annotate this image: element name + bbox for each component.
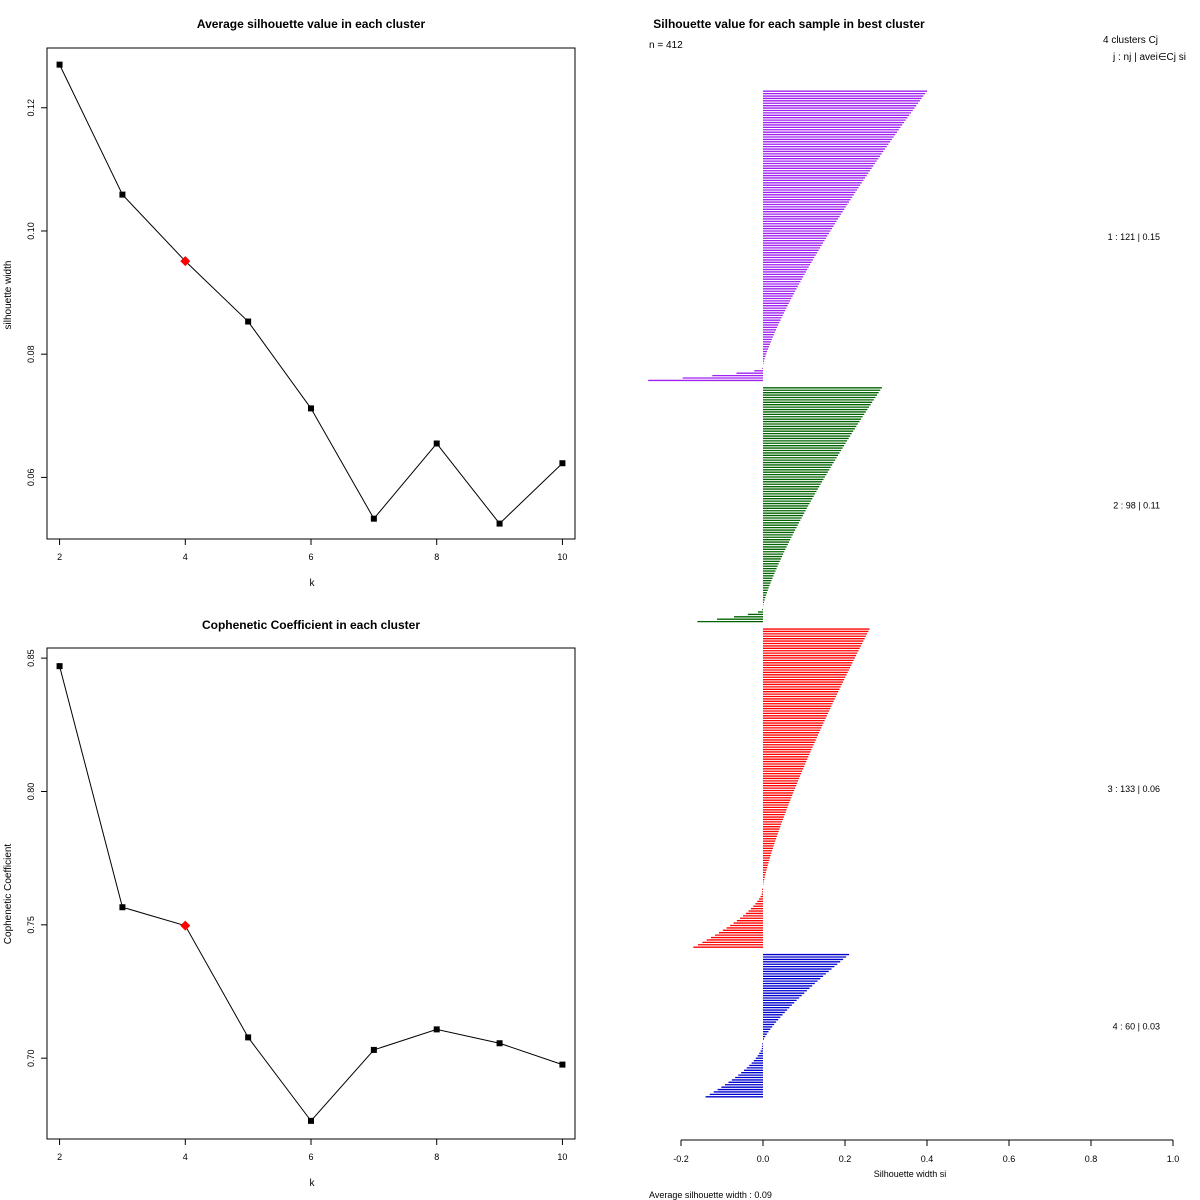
cluster-label: 3 : 133 | 0.06 <box>1108 784 1160 794</box>
x-axis-label: k <box>310 578 316 589</box>
y-tick-label: 0.70 <box>26 1049 36 1067</box>
data-point <box>119 191 126 198</box>
data-point <box>308 405 314 412</box>
x-tick-label: 8 <box>434 1152 439 1162</box>
plot-frame <box>46 647 576 1140</box>
average-silhouette-label: Average silhouette width : 0.09 <box>649 1190 772 1200</box>
x-axis-label: Silhouette width si <box>874 1169 947 1179</box>
series-line <box>59 64 563 525</box>
chart-title: Cophenetic Coefficient in each cluster <box>202 618 420 632</box>
data-point <box>496 520 503 527</box>
cluster-3-bars <box>693 628 870 948</box>
data-point <box>433 440 440 447</box>
y-axis-label: Cophenetic Coefficient <box>3 844 14 945</box>
best-k-marker <box>180 920 191 931</box>
data-point <box>308 1117 314 1124</box>
chart-title: Average silhouette value in each cluster <box>197 17 426 31</box>
data-point <box>559 1061 566 1068</box>
x-tick-label: 1.0 <box>1167 1154 1180 1164</box>
y-tick-label: 0.85 <box>26 649 36 667</box>
axis-ticks: 2 4 6 8 10 0.70 0.75 0.80 0.85 <box>26 649 567 1162</box>
sample-count: n = 412 <box>649 40 683 51</box>
x-tick-label: 4 <box>183 1152 188 1162</box>
data-point <box>119 904 126 911</box>
axis-ticks: 2 4 6 8 10 0.06 0.08 0.10 0.12 <box>26 99 567 562</box>
x-tick-label: 10 <box>557 1152 567 1162</box>
legend-subheader: j : nj | avei∈Cj si <box>1112 52 1186 63</box>
x-tick-label: 0.0 <box>757 1154 770 1164</box>
cluster-labels: 1 : 121 | 0.15 2 : 98 | 0.11 3 : 133 | 0.0… <box>1108 232 1160 1032</box>
cluster-1-bars <box>648 90 927 382</box>
x-tick-label: -0.2 <box>673 1154 689 1164</box>
y-tick-label: 0.08 <box>26 345 36 363</box>
best-k-marker <box>180 256 191 267</box>
cluster-label: 4 : 60 | 0.03 <box>1113 1022 1160 1032</box>
x-tick-label: 4 <box>183 552 188 562</box>
cluster-label: 2 : 98 | 0.11 <box>1113 501 1160 511</box>
x-tick-label: 2 <box>57 552 62 562</box>
series-line <box>59 666 563 1122</box>
series-marks <box>56 61 566 527</box>
plot-frame <box>46 47 576 540</box>
y-axis-label: silhouette width <box>3 261 14 330</box>
x-tick-label: 6 <box>308 552 313 562</box>
data-point <box>245 1034 252 1041</box>
chart-title: Silhouette value for each sample in best… <box>653 17 925 31</box>
x-tick-label: 6 <box>308 1152 313 1162</box>
data-point <box>433 1026 440 1033</box>
data-point <box>245 318 252 325</box>
silhouette-line-chart: Average silhouette value in each cluster… <box>3 17 576 589</box>
y-tick-label: 0.80 <box>26 783 36 801</box>
cluster-4-bars <box>705 953 850 1098</box>
data-point <box>370 1046 377 1053</box>
x-tick-label: 0.6 <box>1003 1154 1016 1164</box>
data-point <box>559 460 566 467</box>
y-tick-label: 0.75 <box>26 916 36 934</box>
x-axis-label: k <box>310 1178 316 1189</box>
x-tick-label: 8 <box>434 552 439 562</box>
cluster-label: 1 : 121 | 0.15 <box>1108 232 1160 242</box>
x-tick-label: 0.2 <box>839 1154 852 1164</box>
x-tick-label: 10 <box>557 552 567 562</box>
x-tick-label: 0.4 <box>921 1154 934 1164</box>
silhouette-bar-plot: Silhouette value for each sample in best… <box>648 17 1186 1200</box>
data-point <box>56 663 63 670</box>
series-marks <box>56 663 566 1124</box>
x-tick-label: 0.8 <box>1085 1154 1098 1164</box>
data-point <box>56 61 63 68</box>
legend-header: 4 clusters Cj <box>1103 35 1158 46</box>
data-point <box>496 1040 503 1047</box>
cluster-2-bars <box>697 387 882 623</box>
y-tick-label: 0.10 <box>26 222 36 240</box>
y-tick-label: 0.12 <box>26 99 36 117</box>
silhouette-bars <box>648 90 927 1098</box>
data-point <box>370 515 377 522</box>
cophenetic-line-chart: Cophenetic Coefficient in each cluster k… <box>3 618 576 1189</box>
x-axis: -0.2 0.0 0.2 0.4 0.6 0.8 1.0 <box>673 1139 1180 1164</box>
x-tick-label: 2 <box>57 1152 62 1162</box>
y-tick-label: 0.06 <box>26 469 36 487</box>
